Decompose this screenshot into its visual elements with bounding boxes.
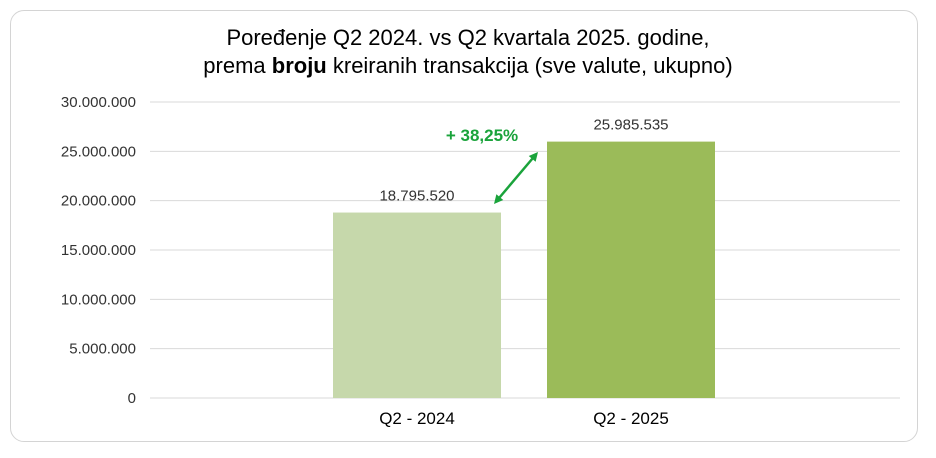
bar [547,141,715,399]
chart-title: Poređenje Q2 2024. vs Q2 kvartala 2025. … [0,24,936,80]
growth-percent-label: + 38,25% [446,126,518,145]
title-line2-post: kreiranih transakcija (sve valute, ukupn… [326,53,733,78]
y-tick-label: 25.000.000 [61,143,136,160]
gridlines [150,101,900,399]
x-axis-labels: Q2 - 2024 Q2 - 2025 [379,409,669,428]
growth-annotation: + 38,25% [446,126,538,204]
y-tick-label: 0 [128,390,136,407]
title-line2-bold: broju [271,53,327,78]
y-tick-label: 15.000.000 [61,242,136,259]
x-category-label: Q2 - 2025 [593,409,669,428]
title-line2-pre: prema [203,53,272,78]
y-tick-label: 5.000.000 [69,341,136,358]
growth-arrowhead-down [494,194,504,204]
chart-title-line1: Poređenje Q2 2024. vs Q2 kvartala 2025. … [226,25,710,50]
data-labels: 18.795.520 25.985.535 [379,117,668,205]
growth-arrow-line [497,156,535,200]
data-label: 18.795.520 [379,188,454,205]
growth-arrowhead-up [528,152,538,162]
bar [333,212,501,398]
x-category-label: Q2 - 2024 [379,409,455,428]
y-tick-label: 20.000.000 [61,193,136,210]
data-label: 25.985.535 [593,117,668,134]
y-tick-label: 10.000.000 [61,291,136,308]
y-tick-label: 30.000.000 [61,94,136,111]
bars [333,141,715,399]
chart-title-line2: prema broju kreiranih transakcija (sve v… [0,52,936,80]
y-axis-ticks: 0 5.000.000 10.000.000 15.000.000 20.000.000… [61,94,136,407]
